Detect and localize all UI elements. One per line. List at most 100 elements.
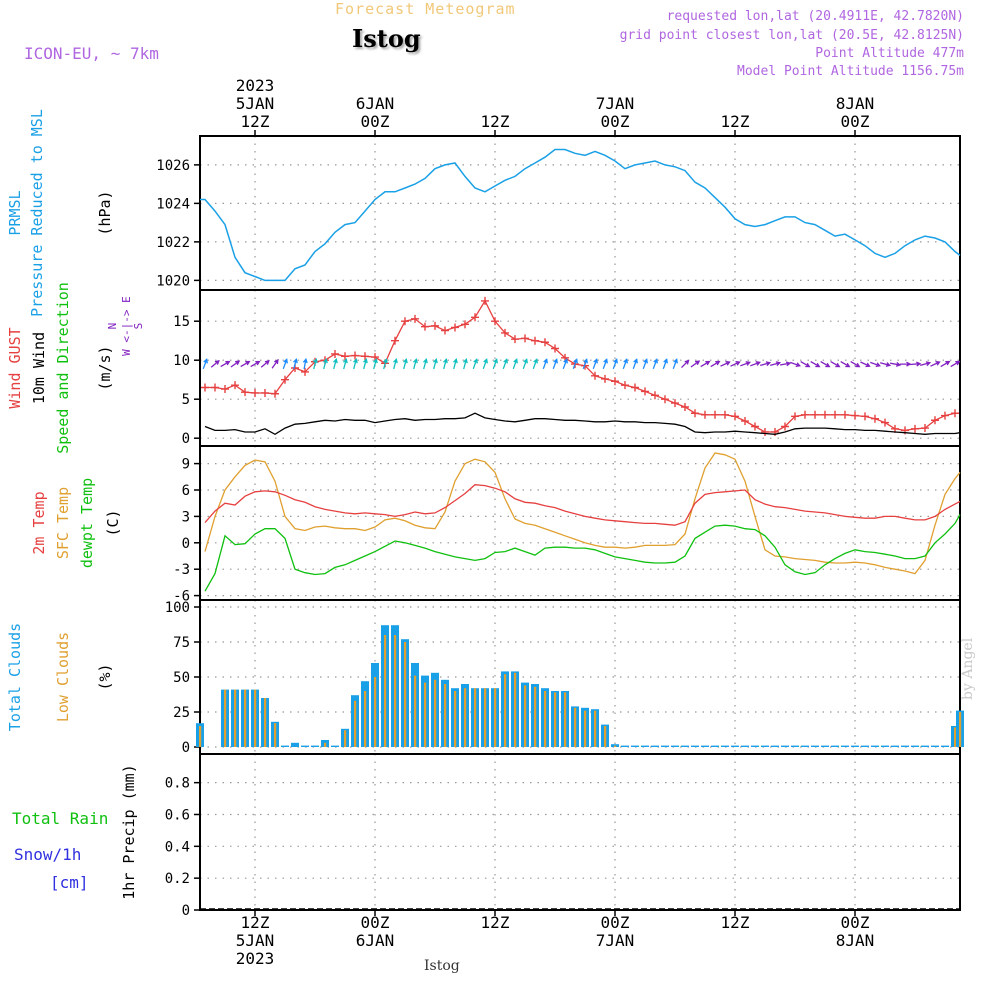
total-cloud-bar — [891, 745, 899, 747]
station-name-bottom: Istog — [424, 958, 460, 974]
y-tick-label: 10 — [173, 353, 190, 369]
wind-direction-arrow — [950, 360, 961, 368]
y-tick-label: 15 — [173, 314, 190, 330]
wind-direction-arrow — [880, 362, 892, 367]
wind-direction-arrow — [622, 358, 628, 370]
gust-point — [741, 417, 749, 426]
y-tick-label: 75 — [173, 635, 190, 651]
gust-point — [521, 334, 529, 343]
wind-direction-arrow — [909, 361, 922, 367]
snow-legend-label: Snow/1h — [14, 845, 81, 864]
wind-direction-arrow — [423, 357, 428, 370]
wind-direction-arrow — [612, 358, 618, 370]
gust-point — [821, 410, 829, 419]
wind-direction-arrow — [333, 357, 338, 370]
low-cloud-bar — [594, 710, 597, 747]
wind-direction-arrow — [632, 358, 638, 370]
low-cloud-bar — [244, 689, 247, 747]
total-cloud-bar — [811, 745, 819, 747]
y-tick-label: 1024 — [156, 196, 190, 212]
gust-point — [511, 335, 519, 344]
gust-point — [261, 388, 269, 397]
gust-point — [781, 422, 789, 431]
gust-point — [221, 385, 229, 394]
wind-direction-arrow — [271, 358, 279, 369]
low-cloud-bar — [234, 689, 237, 747]
wind-direction-arrow — [779, 361, 792, 367]
wind-direction-arrow — [720, 361, 731, 367]
wind-direction-arrow — [740, 361, 751, 367]
x-axis-label-top: 8JAN — [836, 94, 875, 113]
gust-point — [721, 410, 729, 419]
wind-direction-arrow — [672, 358, 678, 370]
compass-south: S — [132, 323, 145, 330]
wind-direction-arrow — [940, 360, 951, 368]
x-axis-label-top: 00Z — [841, 112, 870, 131]
y-axis-title: Pressure Reduced to MSL — [28, 109, 46, 317]
total-cloud-bar — [781, 745, 789, 747]
gust-point — [231, 381, 239, 390]
gust-point — [841, 410, 849, 419]
wind-direction-arrow — [870, 361, 881, 368]
gust-point — [921, 424, 929, 433]
station-name: Istog — [352, 24, 421, 53]
gust-point — [431, 321, 439, 330]
y-tick-label: 0.4 — [165, 839, 190, 855]
sfc-temp-line — [204, 452, 961, 575]
wind-direction-arrow — [810, 361, 821, 368]
total-cloud-bar — [931, 745, 939, 747]
gust-point — [931, 416, 939, 425]
y-axis-unit: (C) — [104, 509, 122, 536]
x-axis-label-bottom: 00Z — [601, 913, 630, 932]
y-axis-title: 10m Wind — [30, 332, 48, 404]
grid-point-coordinates: grid point closest lon,lat (20.5E, 42.81… — [619, 28, 964, 43]
wind-direction-arrow — [220, 360, 231, 368]
wind-direction-arrow — [900, 361, 912, 367]
gust-point — [591, 371, 599, 380]
total-cloud-bar — [821, 745, 829, 747]
y-tick-label: 25 — [173, 705, 190, 721]
gust-point — [831, 410, 839, 419]
total-cloud-bar — [631, 745, 639, 747]
wind-direction-arrow — [472, 358, 478, 370]
wind-direction-arrow — [302, 357, 308, 370]
gust-point — [851, 411, 859, 420]
gust-point — [861, 412, 869, 421]
chart-title: Forecast Meteogram — [335, 0, 516, 18]
total-cloud-bar — [841, 745, 849, 747]
wind-direction-arrow — [230, 360, 241, 368]
y-axis-title: Wind GUST — [6, 327, 24, 408]
gust-point — [451, 323, 459, 332]
total-cloud-bar — [911, 745, 919, 747]
wind-direction-arrow — [383, 357, 388, 370]
low-cloud-bar — [414, 675, 417, 747]
total-cloud-bar — [791, 745, 799, 747]
gust-point — [811, 410, 819, 419]
wind-direction-arrow — [592, 358, 598, 370]
wind-direction-arrow — [202, 358, 208, 370]
wind-direction-arrow — [840, 361, 851, 368]
wind-direction-arrow — [750, 361, 761, 367]
wind-direction-arrow — [602, 358, 608, 370]
x-axis-label-bottom: 2023 — [236, 949, 275, 968]
wind-direction-arrow — [210, 360, 220, 368]
wind-direction-arrow — [522, 358, 528, 370]
total-cloud-bar — [761, 745, 769, 747]
total-cloud-bar — [301, 745, 309, 747]
wind-direction-arrow — [433, 357, 438, 370]
gust-point — [481, 296, 489, 305]
compass-north: N — [106, 323, 119, 330]
y-tick-label: 9 — [182, 457, 190, 473]
point-altitude: Point Altitude 477m — [815, 46, 964, 61]
gust-point — [201, 383, 209, 392]
gust-point — [391, 336, 399, 345]
wind-direction-arrow — [790, 361, 801, 368]
total-cloud-bar — [831, 745, 839, 747]
y-tick-label: 1022 — [156, 235, 190, 251]
low-cloud-bar — [464, 688, 467, 747]
x-axis-label-top: 12Z — [721, 112, 750, 131]
total-cloud-bar — [291, 742, 299, 747]
low-cloud-bar — [554, 692, 557, 747]
y-axis-title: Total Clouds — [6, 623, 24, 731]
wind-direction-arrow — [889, 361, 902, 367]
